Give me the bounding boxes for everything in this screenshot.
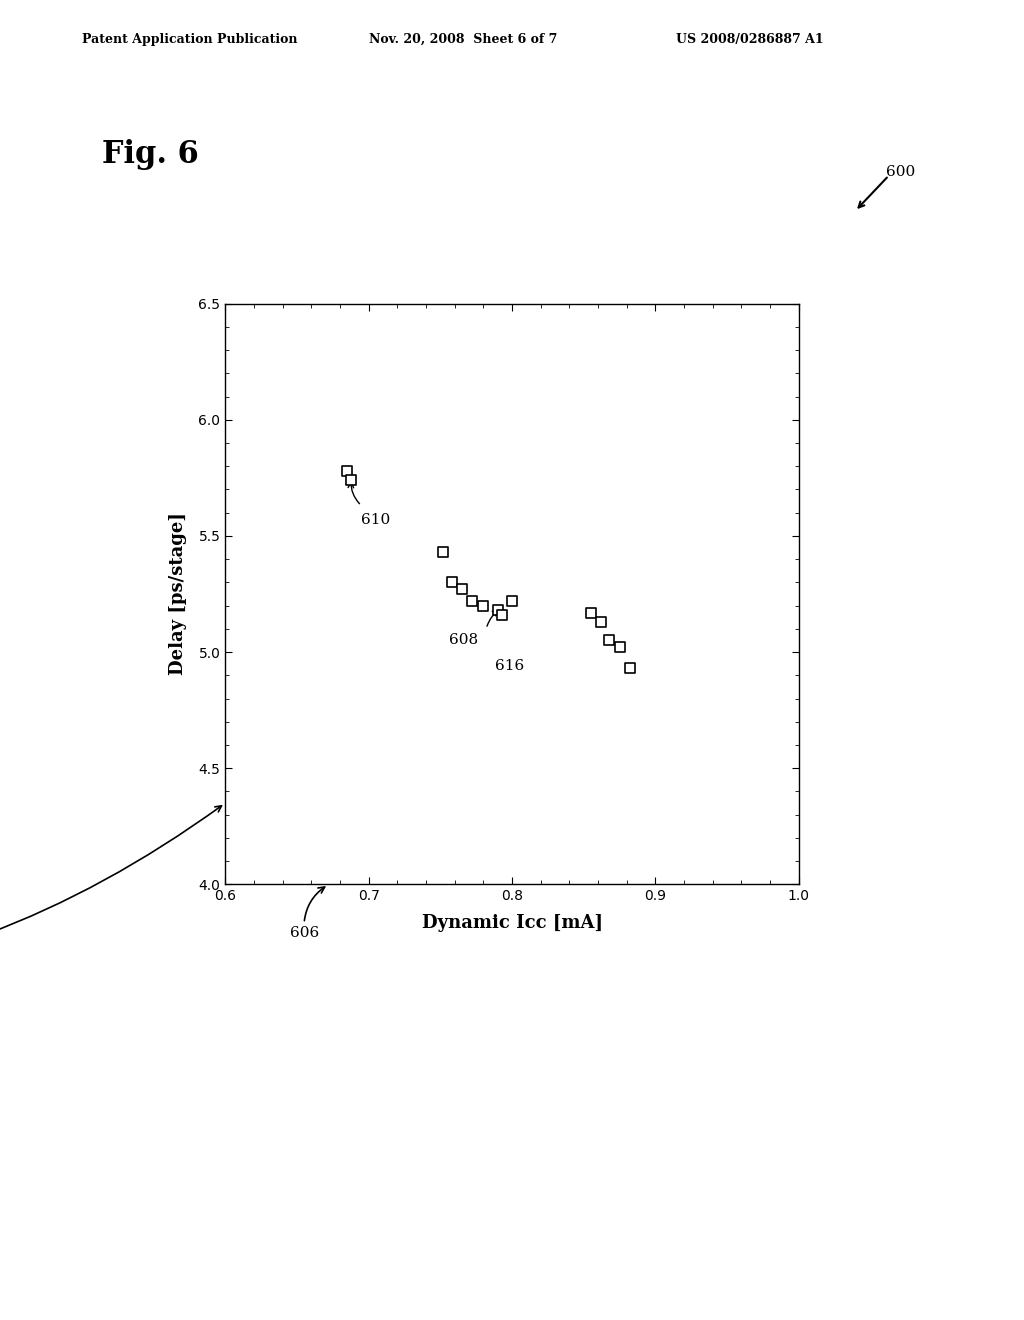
Text: 604: 604	[0, 805, 221, 981]
Point	[343, 470, 359, 491]
X-axis label: Dynamic Icc [mA]: Dynamic Icc [mA]	[422, 915, 602, 932]
Text: 606: 606	[290, 887, 325, 940]
Point	[489, 599, 506, 620]
Point	[443, 572, 460, 593]
Point	[593, 611, 609, 632]
Point	[454, 578, 470, 599]
Text: Fig. 6: Fig. 6	[102, 139, 199, 169]
Point	[464, 590, 480, 611]
Point	[504, 590, 520, 611]
Point	[339, 461, 355, 482]
Text: Patent Application Publication: Patent Application Publication	[82, 33, 297, 46]
Y-axis label: Delay [ps/stage]: Delay [ps/stage]	[169, 512, 187, 676]
Text: Nov. 20, 2008  Sheet 6 of 7: Nov. 20, 2008 Sheet 6 of 7	[369, 33, 557, 46]
Text: US 2008/0286887 A1: US 2008/0286887 A1	[676, 33, 823, 46]
Point	[494, 605, 510, 626]
Point	[435, 541, 452, 562]
Text: 616: 616	[495, 659, 524, 673]
Point	[583, 602, 599, 623]
Text: 600: 600	[886, 165, 915, 180]
Text: 608: 608	[449, 634, 478, 648]
Point	[611, 636, 628, 657]
Point	[601, 630, 617, 651]
Point	[622, 657, 638, 678]
Point	[475, 595, 492, 616]
Text: 610: 610	[361, 512, 391, 527]
